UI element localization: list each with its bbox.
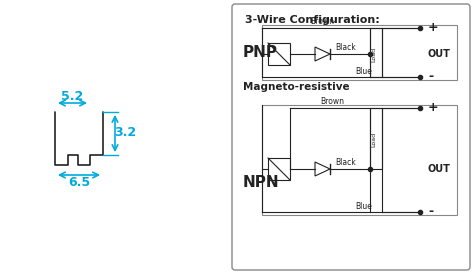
Text: Brown: Brown [320, 97, 344, 106]
Text: Brown: Brown [310, 17, 334, 26]
Text: Blue: Blue [355, 202, 372, 211]
Text: 3.2: 3.2 [114, 126, 136, 139]
Polygon shape [315, 47, 330, 61]
Text: -: - [428, 205, 433, 218]
Bar [370, 108, 382, 169]
Text: 3-Wire Configuration:: 3-Wire Configuration: [245, 15, 380, 25]
Text: OUT: OUT [428, 49, 451, 59]
Text: OUT: OUT [428, 164, 451, 174]
Bar [268, 43, 290, 65]
Text: Black: Black [335, 158, 356, 167]
Text: +: + [428, 101, 438, 114]
Text: -: - [428, 70, 433, 83]
Bar [268, 158, 290, 180]
Text: Black: Black [335, 43, 356, 52]
FancyBboxPatch shape [232, 4, 470, 270]
Text: Load: Load [372, 46, 376, 62]
Text: PNP: PNP [243, 45, 278, 60]
Text: Load: Load [372, 131, 376, 147]
Text: 5.2: 5.2 [61, 90, 83, 103]
Bar [262, 25, 457, 80]
Polygon shape [315, 162, 330, 176]
Text: 6.5: 6.5 [68, 175, 90, 188]
Text: Blue: Blue [355, 67, 372, 76]
Bar [370, 28, 382, 77]
Text: NPN: NPN [243, 175, 280, 190]
Bar [262, 105, 457, 215]
Text: Magneto-resistive: Magneto-resistive [243, 82, 350, 92]
Text: +: + [428, 21, 438, 34]
